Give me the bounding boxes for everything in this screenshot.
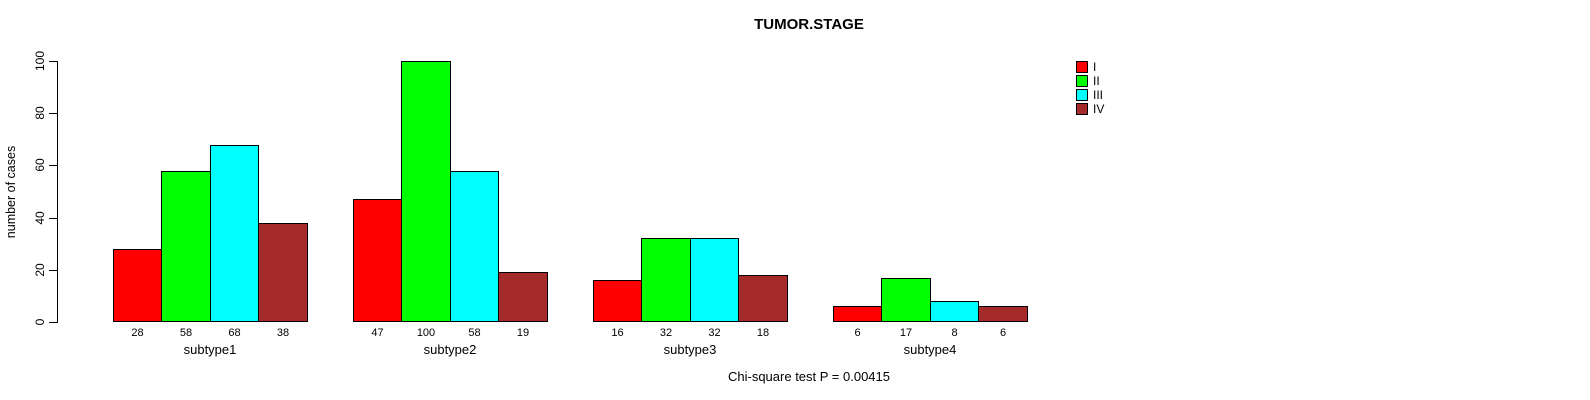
bar-subtype2-stage-I [353,199,402,322]
y-tick-mark [49,165,57,166]
bar-value-label: 47 [371,327,384,339]
bar-group-subtype3: 16 32 32 18 subtype3 [593,0,788,360]
bar-subtype1-stage-III [210,145,259,322]
y-tick-label: 40 [33,211,47,225]
legend-label: I [1093,60,1097,74]
legend-swatch-icon [1076,103,1088,115]
bar-value-label: 6 [854,327,861,339]
bar-subtype2-stage-III [450,171,499,322]
bar-subtype1-stage-IV [258,223,308,322]
y-tick-mark [49,322,57,323]
bar-value-label: 19 [516,327,530,339]
legend-swatch-icon [1076,61,1088,73]
y-tick-mark [49,61,57,62]
bar-subtype3-stage-I [593,280,642,322]
bar-subtype3-stage-III [690,238,739,322]
bar-subtype4-stage-III [930,301,979,322]
bar-value-label: 38 [276,327,290,339]
legend-label: III [1093,88,1104,102]
legend-label: IV [1093,102,1105,116]
category-label-subtype1: subtype1 [183,342,237,357]
y-axis-label: number of cases [4,145,18,239]
category-label-subtype4: subtype4 [903,342,957,357]
legend-row-III: III [1076,88,1104,102]
bar-subtype4-stage-I [833,306,882,322]
y-axis-line [57,61,58,323]
chi-square-annotation: Chi-square test P = 0.00415 [727,369,891,384]
y-tick-mark [49,113,57,114]
bar-value-label: 68 [228,327,241,339]
bar-subtype2-stage-IV [498,272,548,322]
y-tick-label: 100 [33,50,47,72]
bar-group-subtype2: 47 100 58 19 subtype2 [353,0,548,360]
bar-value-label: 18 [756,327,770,339]
bar-subtype3-stage-IV [738,275,788,322]
bar-value-label: 8 [951,327,958,339]
bar-subtype2-stage-II [401,61,451,322]
legend-swatch-icon [1076,75,1088,87]
bar-value-label: 16 [611,327,624,339]
bar-value-label: 100 [416,327,436,339]
bar-value-label: 17 [899,327,913,339]
bar-value-label: 28 [131,327,144,339]
legend-row-II: II [1076,74,1104,88]
bar-subtype4-stage-II [881,278,931,322]
legend: I II III IV [1076,60,1104,116]
y-tick-mark [49,218,57,219]
bar-value-label: 32 [708,327,721,339]
bar-subtype1-stage-I [113,249,162,322]
bar-subtype4-stage-IV [978,306,1028,322]
bar-group-subtype1: 28 58 68 38 subtype1 [113,0,308,360]
y-tick-label: 60 [33,158,47,172]
legend-row-IV: IV [1076,102,1104,116]
legend-swatch-icon [1076,89,1088,101]
chart-title: TUMOR.STAGE [754,16,864,33]
legend-label: II [1093,74,1100,88]
category-label-subtype2: subtype2 [423,342,477,357]
bar-value-label: 32 [659,327,673,339]
bar-subtype1-stage-II [161,171,211,322]
bar-value-label: 58 [179,327,193,339]
y-tick-mark [49,270,57,271]
bar-value-label: 58 [468,327,481,339]
bar-value-label: 6 [999,327,1007,339]
bar-group-subtype4: 6 17 8 6 subtype4 [833,0,1028,360]
y-tick-label: 0 [33,318,47,326]
legend-row-I: I [1076,60,1104,74]
bar-subtype3-stage-II [641,238,691,322]
category-label-subtype3: subtype3 [663,342,717,357]
y-tick-label: 80 [33,106,47,120]
y-tick-label: 20 [33,263,47,277]
